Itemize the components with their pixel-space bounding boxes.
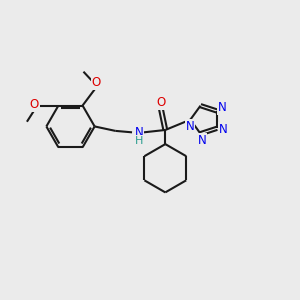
Text: O: O — [30, 98, 39, 111]
Text: H: H — [135, 136, 143, 146]
Text: N: N — [134, 126, 143, 139]
Text: N: N — [219, 123, 228, 136]
Text: O: O — [156, 96, 166, 110]
Text: O: O — [92, 76, 101, 89]
Text: N: N — [198, 134, 206, 147]
Text: N: N — [186, 120, 194, 133]
Text: N: N — [218, 101, 226, 114]
